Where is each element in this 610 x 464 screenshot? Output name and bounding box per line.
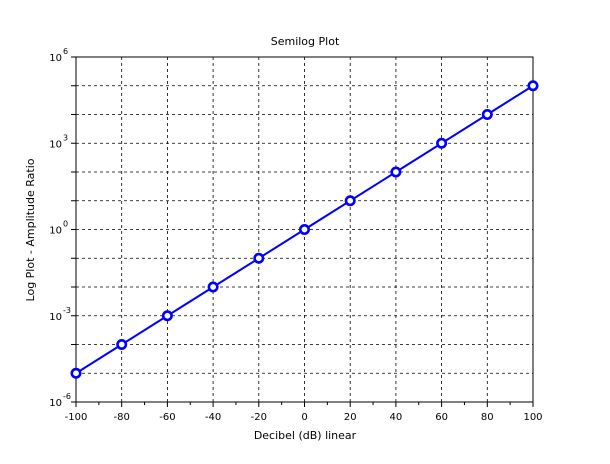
data-point	[481, 109, 493, 121]
data-point	[298, 224, 310, 236]
data-point	[207, 281, 219, 293]
data-point	[344, 195, 356, 207]
x-tick-label: 80	[481, 412, 494, 423]
data-point	[253, 252, 265, 264]
x-axis-label: Decibel (dB) linear	[254, 429, 357, 442]
x-tick-label: -80	[114, 412, 130, 423]
data-point	[70, 367, 82, 379]
x-tick-label: 100	[523, 412, 542, 423]
x-tick-label: -60	[159, 412, 175, 423]
y-tick-label-exponent: 3	[63, 133, 68, 142]
chart-title: Semilog Plot	[271, 35, 340, 48]
y-tick-label-exponent: 6	[63, 47, 68, 56]
data-point	[527, 80, 539, 92]
y-tick-label: 10	[49, 312, 62, 323]
x-tick-label: 60	[435, 412, 448, 423]
data-point	[436, 137, 448, 149]
grid	[76, 57, 533, 402]
y-tick-label: 10	[49, 398, 62, 409]
x-tick-label: -100	[65, 412, 88, 423]
series	[70, 80, 539, 379]
x-tick-label: 0	[301, 412, 307, 423]
y-tick-label: 10	[49, 139, 62, 150]
data-point	[161, 310, 173, 322]
data-point	[390, 166, 402, 178]
y-tick-label: 10	[49, 53, 62, 64]
x-tick-label: -40	[205, 412, 221, 423]
y-tick-label-exponent: -3	[63, 306, 71, 315]
plot-frame	[75, 56, 534, 403]
x-tick-label: 20	[344, 412, 357, 423]
y-tick-label: 10	[49, 226, 62, 237]
y-axis-label: Log Plot - Amplitude Ratio	[24, 158, 37, 301]
y-tick-label-exponent: 0	[63, 220, 68, 229]
axes: -100 -80 -60 -40 -20 0 20 40 60 80 10010-610-31001…	[49, 47, 542, 423]
x-tick-label: -20	[251, 412, 267, 423]
data-point	[116, 338, 128, 350]
x-tick-label: 40	[390, 412, 403, 423]
y-tick-label-exponent: -6	[63, 392, 71, 401]
